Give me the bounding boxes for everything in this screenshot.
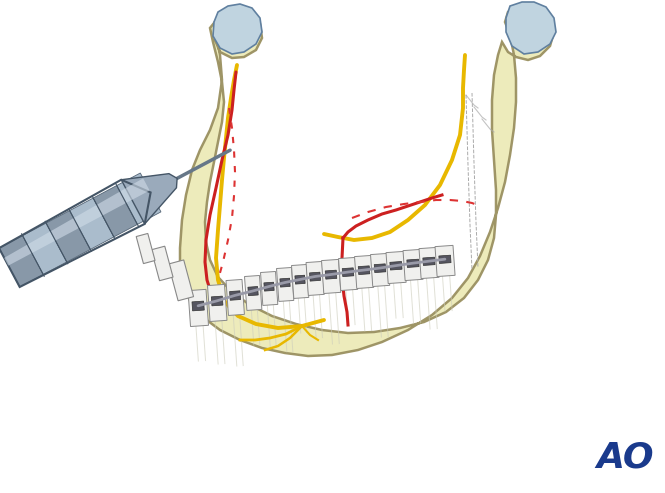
Polygon shape xyxy=(0,236,43,287)
Polygon shape xyxy=(70,198,114,249)
Polygon shape xyxy=(306,261,325,295)
Polygon shape xyxy=(435,246,455,277)
Polygon shape xyxy=(358,266,370,275)
Polygon shape xyxy=(370,253,390,286)
Polygon shape xyxy=(213,4,262,54)
Polygon shape xyxy=(245,276,262,311)
Polygon shape xyxy=(386,251,406,283)
Polygon shape xyxy=(423,257,435,265)
Polygon shape xyxy=(419,247,439,279)
Polygon shape xyxy=(207,284,227,321)
Polygon shape xyxy=(374,264,386,273)
Text: AO: AO xyxy=(596,441,654,475)
Polygon shape xyxy=(390,261,402,270)
Polygon shape xyxy=(338,257,358,290)
Polygon shape xyxy=(321,259,340,293)
Polygon shape xyxy=(93,185,138,237)
Polygon shape xyxy=(188,289,209,326)
Polygon shape xyxy=(226,280,245,316)
Polygon shape xyxy=(136,234,155,264)
Polygon shape xyxy=(180,4,554,356)
Polygon shape xyxy=(325,270,337,279)
Polygon shape xyxy=(117,173,161,224)
Polygon shape xyxy=(192,301,204,311)
Polygon shape xyxy=(248,286,258,296)
Polygon shape xyxy=(4,178,150,266)
Polygon shape xyxy=(407,259,419,268)
Polygon shape xyxy=(439,255,451,263)
Polygon shape xyxy=(309,272,321,281)
Polygon shape xyxy=(277,268,294,301)
Polygon shape xyxy=(342,268,354,277)
Polygon shape xyxy=(261,272,278,306)
Polygon shape xyxy=(403,249,423,281)
Polygon shape xyxy=(211,296,223,306)
Polygon shape xyxy=(23,223,66,275)
Polygon shape xyxy=(229,291,241,300)
Polygon shape xyxy=(264,282,274,291)
Polygon shape xyxy=(291,264,309,298)
Polygon shape xyxy=(280,278,290,287)
Polygon shape xyxy=(506,2,556,54)
Polygon shape xyxy=(46,211,90,262)
Polygon shape xyxy=(295,275,305,284)
Polygon shape xyxy=(121,174,177,224)
Polygon shape xyxy=(151,246,173,281)
Polygon shape xyxy=(168,260,194,301)
Polygon shape xyxy=(354,255,374,288)
